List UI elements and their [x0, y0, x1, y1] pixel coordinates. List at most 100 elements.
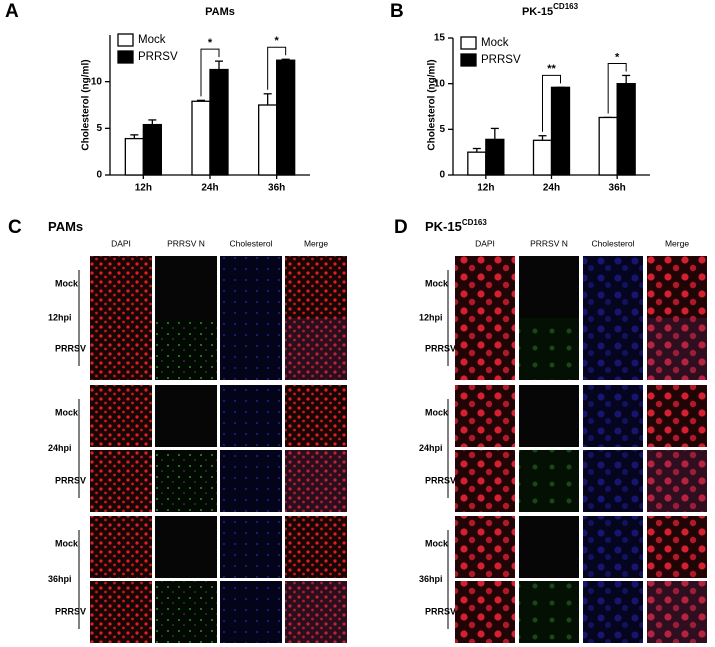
micrograph	[90, 581, 152, 643]
x-tick-label: 36h	[268, 183, 285, 194]
bar	[191, 100, 211, 176]
y-tick-label: 0	[96, 170, 102, 181]
micrograph	[519, 318, 579, 380]
micrograph	[90, 516, 152, 578]
micrograph	[647, 318, 707, 380]
row-label: Mock	[425, 278, 449, 288]
panel-letter: A	[5, 1, 19, 22]
row-label: PRRSV	[55, 475, 86, 485]
significance-label: *	[615, 51, 620, 63]
micrograph	[583, 256, 643, 318]
merge-overlay	[285, 318, 347, 380]
micrograph	[285, 256, 347, 318]
micrograph	[583, 516, 643, 578]
row-label: PRRSV	[425, 343, 456, 353]
panel-title: PK-15CD163	[522, 2, 579, 18]
group-label: 12hpi	[48, 312, 72, 322]
micrograph	[285, 385, 347, 447]
micrograph	[583, 450, 643, 512]
micrograph	[455, 450, 515, 512]
merge-overlay	[647, 450, 707, 512]
group-label: 36hpi	[48, 574, 72, 584]
row-label: Mock	[425, 407, 449, 417]
panel-title: PK-15CD163	[425, 218, 487, 234]
micrograph	[583, 385, 643, 447]
micrograph	[155, 450, 217, 512]
title-superscript: CD163	[462, 218, 487, 227]
micrograph	[220, 581, 282, 643]
y-tick-label: 5	[439, 124, 445, 135]
significance-bracket	[267, 46, 287, 90]
merge-overlay	[647, 318, 707, 380]
y-tick-label: 0	[439, 170, 445, 181]
x-tick-label: 36h	[609, 183, 626, 194]
bar	[616, 83, 636, 176]
row-label: Mock	[55, 407, 79, 417]
micrograph	[155, 581, 217, 643]
panel-title: PAMs	[205, 6, 235, 18]
micrograph	[285, 581, 347, 643]
micrograph	[220, 516, 282, 578]
bar	[276, 59, 296, 176]
micrograph	[583, 318, 643, 380]
micrograph	[155, 256, 217, 318]
legend-swatch	[117, 33, 134, 47]
micrograph	[647, 516, 707, 578]
x-tick-label: 24h	[201, 183, 218, 194]
panel-title: PAMs	[48, 219, 83, 234]
bar	[258, 104, 278, 176]
micrograph	[220, 318, 282, 380]
column-header: Merge	[665, 238, 689, 248]
micrograph	[285, 450, 347, 512]
column-header: PRRSV N	[167, 238, 205, 248]
row-label: PRRSV	[425, 475, 456, 485]
significance-bracket	[607, 62, 627, 114]
title-text: PAMs	[205, 6, 235, 18]
bar	[209, 68, 229, 176]
significance-bracket	[542, 74, 561, 132]
micrograph	[155, 318, 217, 380]
legend-label: Mock	[138, 34, 166, 46]
micrograph	[155, 516, 217, 578]
significance-label: **	[547, 63, 556, 75]
row-label: PRRSV	[425, 606, 456, 616]
column-header: DAPI	[475, 238, 495, 248]
bar	[550, 86, 571, 176]
group-label: 12hpi	[419, 312, 443, 322]
micrograph	[220, 385, 282, 447]
micrograph	[519, 516, 579, 578]
x-tick-label: 24h	[543, 183, 560, 194]
legend-swatch	[460, 36, 477, 50]
micrograph	[90, 256, 152, 318]
group-label: 36hpi	[419, 574, 443, 584]
column-header: DAPI	[111, 238, 131, 248]
legend-label: Mock	[481, 37, 509, 49]
row-label: PRRSV	[55, 606, 86, 616]
significance-label: *	[275, 35, 280, 47]
x-tick-label: 12h	[135, 183, 152, 194]
group-label: 24hpi	[48, 443, 72, 453]
panel-letter: D	[394, 217, 408, 238]
bar	[467, 151, 487, 176]
significance-label: *	[208, 37, 213, 49]
micrograph	[647, 256, 707, 318]
micrograph	[519, 581, 579, 643]
row-label: Mock	[55, 278, 79, 288]
bar	[124, 137, 144, 176]
micrograph	[647, 581, 707, 643]
micrograph	[519, 385, 579, 447]
bar	[532, 139, 553, 176]
row-label: Mock	[55, 538, 79, 548]
micrograph	[155, 385, 217, 447]
micrograph	[90, 318, 152, 380]
column-header: Merge	[304, 238, 328, 248]
title-superscript: CD163	[553, 2, 578, 11]
row-label: PRRSV	[55, 343, 86, 353]
micrograph	[519, 256, 579, 318]
y-axis-label: Cholesterol (ng/ml)	[81, 59, 92, 150]
micrograph	[90, 450, 152, 512]
row-label: Mock	[425, 538, 449, 548]
column-header: Cholesterol	[592, 238, 635, 248]
micrograph	[647, 450, 707, 512]
micrograph	[455, 385, 515, 447]
